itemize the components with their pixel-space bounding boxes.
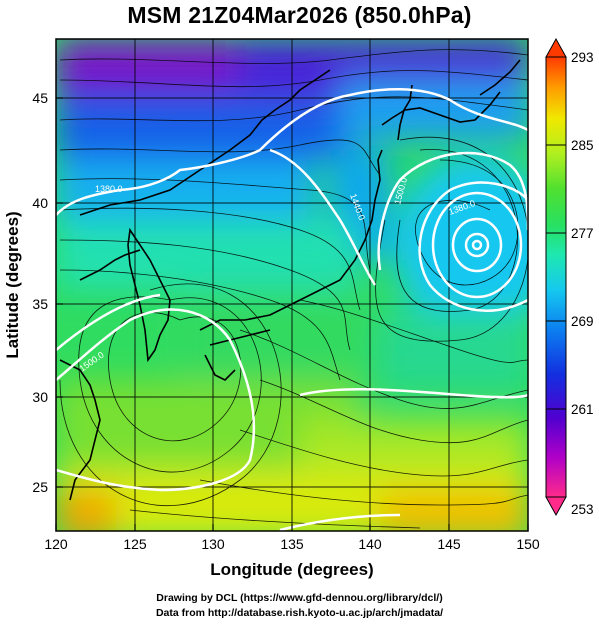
x-tick-label: 120	[44, 536, 68, 552]
colorbar-tick-label: 277	[571, 226, 594, 241]
x-tick-label: 140	[358, 536, 382, 552]
colorbar-tick-label: 253	[571, 502, 594, 517]
map-title: MSM 21Z04Mar2026 (850.0hPa)	[127, 2, 472, 28]
y-axis-title: Latitude (degrees)	[3, 211, 22, 358]
x-tick-labels: 120 125 130 135 140 145 150	[44, 536, 540, 552]
x-tick-label: 145	[437, 536, 461, 552]
colorbar: 293 285 277 269 261 253	[545, 37, 594, 517]
contour-label: 1380.0	[95, 184, 123, 194]
x-tick-label: 130	[201, 536, 225, 552]
y-tick-label: 40	[32, 195, 48, 211]
coastlines	[59, 59, 521, 501]
x-tick-marks	[55, 524, 529, 531]
colorbar-tick-label: 293	[571, 50, 594, 65]
y-tick-labels: 25 30 35 40 45	[32, 90, 48, 495]
credit-data-source: Data from http://database.rish.kyoto-u.a…	[155, 607, 444, 619]
y-tick-label: 35	[32, 296, 48, 312]
colorbar-bar	[545, 56, 567, 498]
height-contours	[56, 87, 528, 531]
x-tick-label: 150	[516, 536, 540, 552]
colorbar-tick-label: 261	[571, 402, 594, 417]
colorbar-tick-label: 269	[571, 314, 594, 329]
y-tick-label: 25	[32, 479, 48, 495]
grid-lines	[56, 39, 528, 531]
credit-drawing: Drawing by DCL (https://www.gfd-dennou.o…	[156, 592, 443, 604]
y-tick-label: 45	[32, 90, 48, 106]
colorbar-tick-label: 285	[571, 138, 594, 153]
x-tick-label: 125	[123, 536, 147, 552]
y-tick-label: 30	[32, 389, 48, 405]
y-tick-marks	[56, 97, 63, 488]
colorbar-max-arrow	[545, 37, 567, 58]
x-axis-title: Longitude (degrees)	[210, 560, 373, 579]
x-tick-label: 135	[280, 536, 304, 552]
colorbar-min-arrow	[545, 496, 567, 517]
wind-streamlines	[59, 49, 528, 529]
